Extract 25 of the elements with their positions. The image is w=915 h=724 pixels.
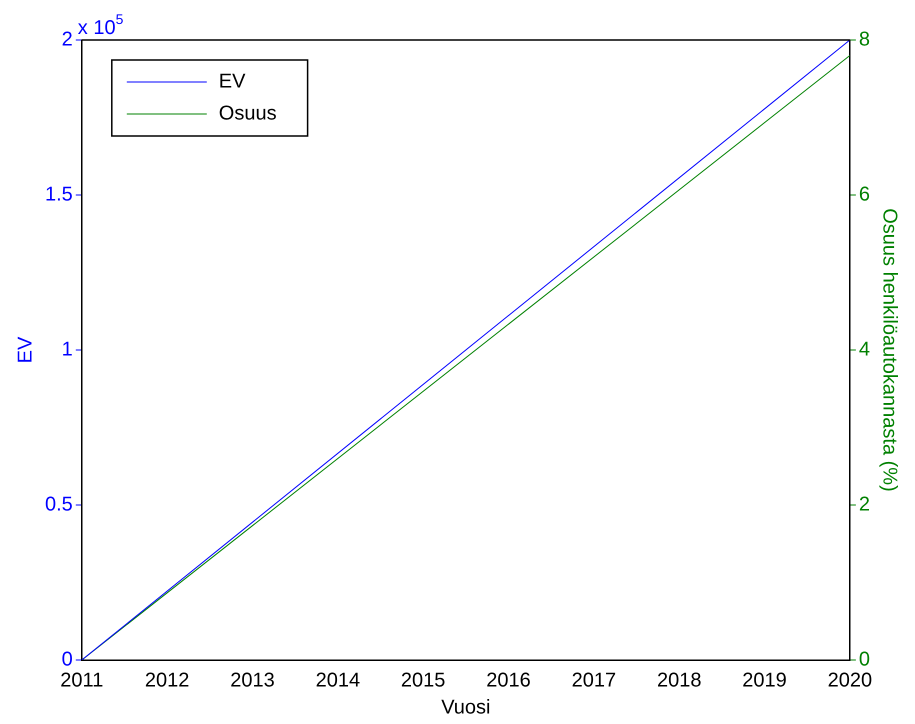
x-tick-label: 2011 [60, 670, 104, 692]
x-tick-label: 2017 [572, 670, 616, 692]
y2-tick-label: 4 [858, 338, 870, 361]
x-tick-label: 2013 [230, 670, 275, 692]
y2-tick-label: 6 [858, 184, 870, 206]
x-tick-label: 2012 [144, 670, 190, 692]
legend-label: EV [218, 70, 246, 93]
x-tick-label: 2015 [400, 670, 446, 692]
y-tick-label: 1 [62, 338, 73, 361]
y2-tick-label: 0 [858, 648, 870, 671]
y2-tick-label: 8 [858, 28, 870, 51]
y2-axis-title: Osuus henkilöautokannasta (%) [878, 208, 900, 492]
x-tick-label: 2018 [656, 670, 702, 692]
x-tick-label: 2014 [316, 670, 360, 692]
x-tick-label: 2019 [742, 670, 787, 692]
legend-label: Osuus [218, 102, 277, 125]
x-tick-label: 2020 [828, 670, 872, 692]
y-tick-label: 0 [62, 648, 73, 671]
x-axis-title: Vuosi [441, 696, 490, 719]
y2-tick-label: 2 [858, 494, 870, 516]
y-axis-title: EV [14, 336, 37, 364]
x-tick-label: 2016 [486, 670, 531, 692]
y-tick-label: 1.5 [44, 184, 73, 206]
y-tick-label: 2 [62, 28, 73, 51]
y-tick-label: 0.5 [44, 494, 73, 516]
